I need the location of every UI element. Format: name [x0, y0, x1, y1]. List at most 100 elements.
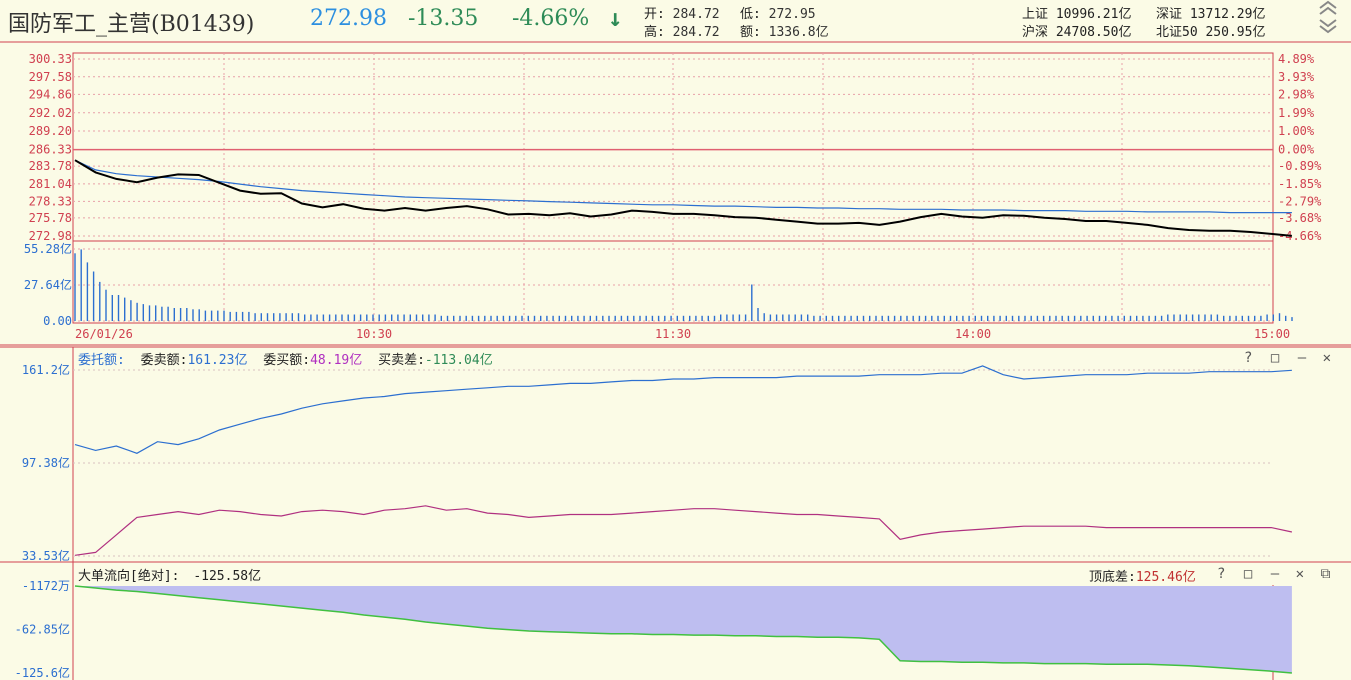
- buy-amount-line: [74, 505, 1293, 556]
- price-tick-left: 289.20: [29, 124, 72, 138]
- minimize-icon[interactable]: —: [1297, 350, 1307, 366]
- price-tick-left: 283.78: [29, 159, 72, 173]
- sell-amount-line: [74, 365, 1292, 454]
- bz-value: 250.95亿: [1205, 25, 1266, 40]
- minimize-icon[interactable]: —: [1270, 566, 1280, 582]
- time-label: 26/01/26: [75, 327, 133, 341]
- price-change-pct: -4.66%: [512, 6, 590, 31]
- price-grid: [73, 53, 1273, 323]
- open-stat: 开: 284.72: [644, 3, 720, 22]
- price-axis-right: 4.89% 3.93% 2.98% 1.99% 1.00% 0.00% -0.89% -1.8…: [1278, 52, 1322, 243]
- price-tick-right: -0.89%: [1278, 159, 1322, 173]
- quote-header: 国防军工_主营(B01439) 272.98 -13.35 -4.66% ↓ 开…: [0, 0, 1351, 42]
- high-stat: 高: 284.72: [644, 21, 720, 40]
- price-tick-left: 278.33: [29, 194, 72, 208]
- double-chevron-down-icon[interactable]: [1316, 18, 1340, 34]
- close-icon[interactable]: ✕: [1322, 350, 1332, 366]
- price-tick-right: 1.99%: [1278, 106, 1315, 120]
- sh-label: 上证: [1022, 7, 1049, 22]
- sz-index: 深证 13712.29亿: [1156, 3, 1265, 22]
- time-label: 11:30: [655, 327, 691, 341]
- price-tick-left: 272.98: [29, 229, 72, 243]
- last-price: 272.98: [310, 6, 387, 31]
- price-axis-left: 300.33 297.58 294.86 292.02 289.20 286.33 283.…: [29, 52, 72, 243]
- price-tick-right: 1.00%: [1278, 124, 1315, 138]
- flow-line: [74, 585, 1292, 674]
- price-tick-right: 4.89%: [1278, 52, 1315, 66]
- open-value: 284.72: [672, 7, 720, 22]
- volume-axis: 55.28亿 27.64亿 0.00: [24, 241, 72, 328]
- flow-tick: -1172万: [22, 579, 70, 593]
- popout-icon[interactable]: ⧉: [1320, 566, 1331, 582]
- time-axis: 26/01/26 10:30 11:30 14:00 15:00: [75, 327, 1290, 341]
- hs-value: 24708.50亿: [1055, 25, 1132, 40]
- high-label: 高:: [644, 25, 665, 40]
- price-tick-right: -4.66%: [1278, 229, 1322, 243]
- volume-tick: 0.00: [43, 314, 72, 328]
- sz-value: 13712.29亿: [1189, 7, 1266, 22]
- amount-value: 1336.8亿: [768, 25, 829, 40]
- hs-index: 沪深 24708.50亿: [1022, 21, 1131, 40]
- volume-bars: [74, 249, 1293, 321]
- double-chevron-up-icon[interactable]: [1316, 0, 1340, 16]
- amount-stat: 额: 1336.8亿: [740, 21, 829, 40]
- close-icon[interactable]: ✕: [1295, 566, 1305, 582]
- hs-label: 沪深: [1022, 25, 1049, 40]
- help-icon[interactable]: ?: [1244, 350, 1253, 366]
- instrument-title: 国防军工_主营(B01439): [8, 12, 255, 37]
- price-tick-right: 2.98%: [1278, 87, 1315, 101]
- high-value: 284.72: [672, 25, 720, 40]
- price-tick-left: 286.33: [29, 143, 72, 157]
- flow-axis: -1172万 -62.85亿 -125.6亿: [15, 579, 70, 680]
- low-value: 272.95: [768, 7, 816, 22]
- time-label: 15:00: [1254, 327, 1290, 341]
- price-line: [74, 159, 1292, 237]
- order-grid: [73, 369, 1273, 557]
- down-arrow-icon: ↓: [608, 4, 623, 32]
- order-tick: 97.38亿: [22, 455, 70, 470]
- sell-label: 委卖额:: [140, 353, 188, 368]
- open-label: 开:: [644, 7, 665, 22]
- price-tick-right: -3.68%: [1278, 211, 1322, 225]
- price-tick-left: 275.78: [29, 211, 72, 225]
- bz-label: 北证50: [1156, 25, 1198, 40]
- order-panel-label: 委托额:: [78, 353, 125, 368]
- price-tick-left: 281.04: [29, 177, 72, 191]
- diff-value: -113.04亿: [424, 353, 493, 368]
- order-tick: 161.2亿: [22, 362, 70, 377]
- restore-icon[interactable]: □: [1270, 350, 1280, 366]
- top-bottom-diff: 顶底差:125.46亿: [1089, 566, 1196, 585]
- sh-value: 10996.21亿: [1055, 7, 1132, 22]
- flow-tick: -62.85亿: [15, 621, 70, 636]
- price-tick-left: 292.02: [29, 106, 72, 120]
- price-tick-right: 0.00%: [1278, 143, 1315, 157]
- order-panel-header: 委托额: 委卖额:161.23亿 委买额:48.19亿 买卖差:-113.04亿: [78, 349, 493, 368]
- order-axis: 161.2亿 97.38亿 33.53亿: [22, 362, 70, 563]
- amount-label: 额:: [740, 25, 761, 40]
- price-tick-right: 3.93%: [1278, 70, 1315, 84]
- bigorder-panel-header: 大单流向[绝对]: -125.58亿: [78, 565, 261, 584]
- low-label: 低:: [740, 7, 761, 22]
- bigorder-panel-controls: ? □ — ✕ ⧉: [1217, 566, 1331, 582]
- low-stat: 低: 272.95: [740, 3, 816, 22]
- price-tick-right: -1.85%: [1278, 177, 1322, 191]
- bz-index: 北证50 250.95亿: [1156, 21, 1265, 40]
- price-change: -13.35: [408, 6, 479, 31]
- volume-tick: 27.64亿: [24, 277, 72, 292]
- restore-icon[interactable]: □: [1243, 566, 1253, 582]
- help-icon[interactable]: ?: [1217, 566, 1226, 582]
- time-label: 10:30: [356, 327, 392, 341]
- average-price-line: [74, 159, 1292, 214]
- sz-label: 深证: [1156, 7, 1183, 22]
- price-tick-right: -2.79%: [1278, 194, 1322, 208]
- top-bottom-value: 125.46亿: [1135, 570, 1196, 585]
- order-tick: 33.53亿: [22, 548, 70, 563]
- diff-label: 买卖差:: [378, 353, 425, 368]
- buy-label: 委买额:: [263, 353, 311, 368]
- bigorder-label: 大单流向[绝对]:: [78, 569, 180, 584]
- sh-index: 上证 10996.21亿: [1022, 3, 1131, 22]
- flow-area: [75, 586, 1292, 673]
- price-tick-left: 294.86: [29, 87, 72, 101]
- price-tick-left: 297.58: [29, 70, 72, 84]
